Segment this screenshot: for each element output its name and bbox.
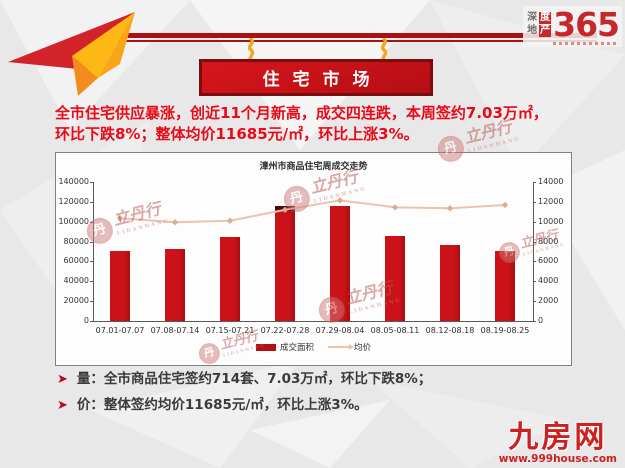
brand-number-365: 365 — [553, 5, 620, 44]
bar-07.22-07.28 — [275, 206, 295, 321]
y-axis-tick-label-right: 0 — [538, 316, 544, 325]
y-axis-tick-label-right: 14000 — [538, 177, 564, 186]
x-axis-label: 07.22-07.28 — [260, 326, 310, 335]
bullet-arrow-icon: ➤ — [57, 372, 68, 387]
bar-top-cap — [275, 206, 295, 212]
chart-title: 漳州市商品住宅周成交走势 — [259, 162, 368, 172]
bullet-price-label: 价： — [76, 397, 104, 413]
y-axis-tick-left — [90, 241, 93, 243]
footer-brand-url: www.999house.com — [498, 453, 617, 465]
y-axis-tick-right — [533, 301, 536, 303]
bar-08.12-08.18 — [440, 245, 460, 321]
y-axis-tick-right — [533, 321, 536, 322]
y-axis-tick-label-left: 0 — [83, 316, 89, 325]
x-axis-label: 07.29-08.04 — [315, 326, 365, 335]
y-axis-tick-left — [90, 301, 93, 303]
x-axis-label: 07.01-07.07 — [95, 326, 145, 335]
y-axis-tick-left — [90, 201, 93, 203]
y-axis-tick-label-left: 120000 — [58, 196, 89, 206]
y-axis-tick-left — [90, 261, 93, 263]
x-axis-label: 07.08-07.14 — [150, 326, 200, 335]
takeaway-bullets: ➤ 量：全市商品住宅签约714套、7.03万㎡，环比下跌8%； ➤ 价：整体签约… — [57, 370, 557, 422]
y-axis-tick-left — [90, 321, 93, 322]
x-axis-label: 08.12-08.18 — [425, 326, 475, 335]
y-axis-tick-right — [533, 241, 536, 243]
hanging-rope-left — [247, 38, 255, 64]
bar-07.29-08.04 — [330, 205, 350, 321]
paper-plane-icon — [8, 12, 135, 96]
brand-char: 深 — [527, 12, 538, 23]
y-axis-tick-label-right: 12000 — [538, 196, 564, 206]
y-axis-tick-left — [90, 182, 93, 183]
legend-item-price: 均价 — [328, 341, 371, 353]
legend-item-area: 成交面积 — [255, 341, 314, 353]
bullet-volume: ➤ 量：全市商品住宅签约714套、7.03万㎡，环比下跌8%； — [57, 370, 557, 389]
bullet-volume-text: 全市商品住宅签约714套、7.03万㎡，环比下跌8%； — [103, 371, 432, 387]
section-title-plaque: 住宅市场 — [199, 59, 433, 96]
bar-08.05-08.11 — [385, 235, 405, 321]
legend-line-swatch-icon — [328, 343, 354, 350]
legend-label-price: 均价 — [354, 343, 372, 353]
y-axis-tick-label-left: 80000 — [63, 236, 89, 246]
y-axis-right — [533, 182, 534, 321]
y-axis-tick-label-left: 20000 — [63, 296, 89, 306]
y-axis-tick-label-right: 8000 — [538, 236, 559, 246]
y-axis-tick-label-left: 60000 — [63, 256, 89, 266]
y-axis-tick-label-left: 140000 — [58, 177, 89, 186]
hanging-rope-right — [380, 38, 388, 64]
y-axis-tick-right — [533, 182, 536, 183]
y-axis-tick-label-right: 4000 — [538, 276, 559, 286]
brand-tagline-dots — [553, 42, 619, 45]
top-red-line-thin — [112, 40, 597, 42]
plot-area: 0 20000 40000 60000 80000 100000 120000 140000 0… — [56, 153, 571, 365]
brand-logo-shendudichan365: 深 度 地 产 365 — [523, 6, 622, 47]
top-red-line — [112, 33, 597, 38]
bar-07.01-07.07 — [110, 250, 130, 321]
brand-logo-characters: 深 度 地 产 — [526, 12, 552, 37]
y-axis-tick-label-right: 6000 — [538, 256, 559, 266]
bar-07.08-07.14 — [165, 248, 185, 321]
summary-line-1: 全市住宅供应暴涨，创近11个月新高，成交四连跌，本周签约7.03万㎡， — [55, 104, 548, 122]
bullet-price: ➤ 价：整体签约均价11685元/㎡，环比上涨3%。 — [57, 396, 557, 415]
y-axis-tick-right — [533, 261, 536, 263]
brand-char: 度 — [539, 12, 552, 24]
chart-panel: 漳州市商品住宅周成交走势 0 20000 40000 60000 80000 100000… — [55, 152, 572, 366]
x-axis — [93, 321, 533, 322]
y-axis-tick-right — [533, 221, 536, 223]
y-axis-tick-label-left: 40000 — [63, 276, 89, 286]
section-title: 住宅市场 — [262, 70, 383, 90]
footer-brand-name: 九房网 — [508, 420, 608, 455]
bar-07.15-07.21 — [220, 237, 240, 321]
bullet-volume-label: 量： — [76, 371, 104, 387]
bar-08.19-08.25 — [495, 251, 515, 321]
y-axis-tick-label-right: 10000 — [538, 216, 564, 226]
brand-char: 地 — [527, 25, 538, 36]
y-axis-tick-right — [533, 281, 536, 283]
x-axis-label: 07.15-07.21 — [205, 326, 255, 335]
chart-legend: 成交面积 均价 — [56, 341, 571, 353]
x-axis-label: 08.19-08.25 — [480, 326, 530, 335]
footer-brand-jiufangwang: 九房网 www.999house.com — [498, 420, 617, 466]
summary-paragraph: 全市住宅供应暴涨，创近11个月新高，成交四连跌，本周签约7.03万㎡， 环比下跌… — [55, 103, 603, 145]
summary-line-2: 环比下跌8%；整体均价11685元/㎡，环比上涨3%。 — [55, 125, 419, 143]
y-axis-left — [93, 182, 94, 321]
bullet-price-text: 整体签约均价11685元/㎡，环比上涨3%。 — [103, 397, 368, 413]
bullet-arrow-icon: ➤ — [57, 398, 68, 413]
y-axis-tick-left — [90, 281, 93, 283]
y-axis-tick-label-right: 2000 — [538, 296, 559, 306]
x-axis-label: 08.05-08.11 — [370, 326, 420, 335]
y-axis-tick-left — [90, 221, 93, 223]
y-axis-tick-label-left: 100000 — [58, 216, 89, 226]
legend-label-area: 成交面积 — [279, 343, 314, 353]
legend-bar-swatch-icon — [255, 343, 276, 351]
brand-char: 产 — [539, 25, 552, 37]
y-axis-tick-right — [533, 201, 536, 203]
